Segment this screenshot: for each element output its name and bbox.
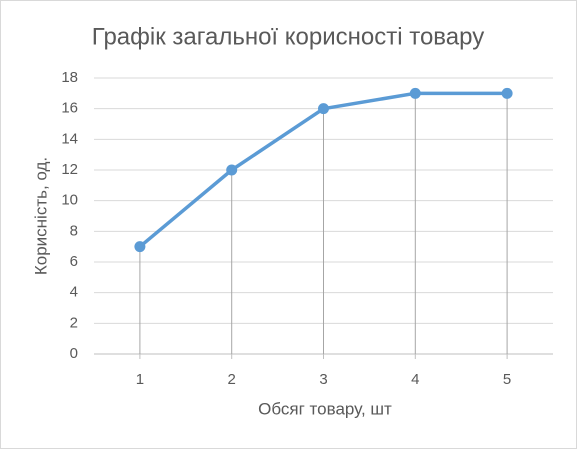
data-point [134,241,146,253]
y-axis-label: Корисність, од. [31,157,50,275]
y-tick-label: 16 [61,100,78,117]
y-tick-label: 8 [70,222,78,239]
x-tick-label: 5 [503,371,511,388]
y-tick-label: 10 [61,192,78,209]
data-point [226,164,238,176]
data-point [318,103,329,115]
chart-title: Графік загальної корисності товару [92,23,484,50]
x-tick-label: 3 [319,371,327,388]
y-tick-label: 6 [70,253,78,270]
y-tick-label: 12 [61,161,78,178]
x-tick-label: 2 [228,371,236,388]
y-tick-label: 4 [70,284,78,301]
x-axis-label: Обсяг товару, шт [258,399,392,418]
x-tick-label: 4 [411,371,419,388]
y-tick-label: 14 [61,130,78,147]
y-tick-label: 0 [70,345,78,362]
data-point [409,87,421,99]
data-point [501,87,513,99]
y-tick-label: 2 [70,314,78,331]
x-tick-label: 1 [136,371,144,388]
y-tick-label: 18 [61,69,78,86]
